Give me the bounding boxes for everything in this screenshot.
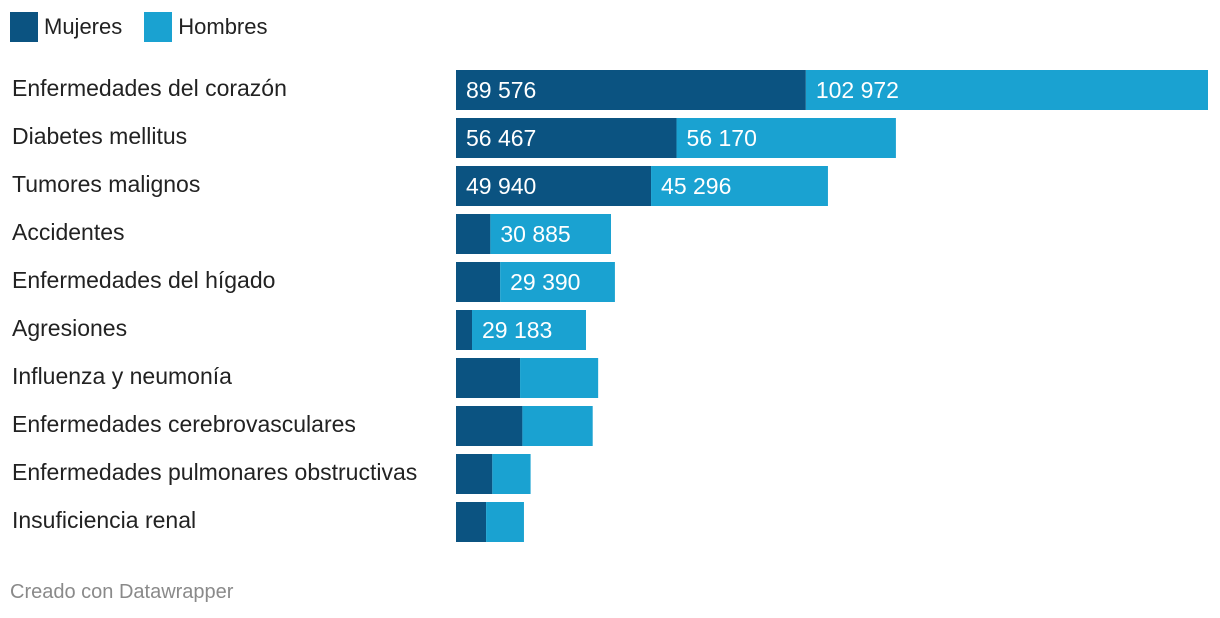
bar-hombres-influenza-y-neumonia [520,358,599,398]
value-label-mujeres-enfermedades-del-corazon: 89 576 [466,77,536,103]
value-label-hombres-enfermedades-del-higado: 29 390 [510,269,580,295]
value-label-mujeres-diabetes-mellitus: 56 467 [466,125,536,151]
bar-hombres-tumores-malignos [651,166,828,206]
value-label-hombres-agresiones: 29 183 [482,317,552,343]
legend: Mujeres Hombres [10,12,290,42]
bar-mujeres-enfermedades-pulmonares-obstructivas [456,454,493,494]
legend-label-mujeres: Mujeres [44,14,123,39]
category-label-enfermedades-del-higado: Enfermedades del hígado [12,267,275,293]
bar-hombres-enfermedades-del-corazon [805,70,1208,110]
value-label-hombres-accidentes: 30 885 [500,221,570,247]
legend-label-hombres: Hombres [178,14,268,39]
bar-mujeres-influenza-y-neumonia [456,358,521,398]
value-label-hombres-diabetes-mellitus: 56 170 [687,125,757,151]
legend-item-hombres: Hombres [144,12,268,42]
category-label-diabetes-mellitus: Diabetes mellitus [12,123,187,149]
bar-hombres-enfermedades-del-higado [500,262,615,302]
bar-mujeres-tumores-malignos [456,166,652,206]
bar-hombres-accidentes [490,214,611,254]
category-label-enfermedades-cerebrovasculares: Enfermedades cerebrovasculares [12,411,356,437]
bar-hombres-diabetes-mellitus [676,118,896,158]
bar-hombres-enfermedades-cerebrovasculares [522,406,593,446]
category-label-agresiones: Agresiones [12,315,127,341]
category-label-accidentes: Accidentes [12,219,125,245]
bar-mujeres-diabetes-mellitus [456,118,677,158]
bar-hombres-agresiones [472,310,586,350]
legend-item-mujeres: Mujeres [10,12,122,42]
bar-mujeres-agresiones [456,310,473,350]
bar-mujeres-insuficiencia-renal [456,502,487,542]
bar-hombres-insuficiencia-renal [486,502,524,542]
bar-mujeres-enfermedades-cerebrovasculares [456,406,523,446]
bar-mujeres-enfermedades-del-higado [456,262,501,302]
value-label-hombres-enfermedades-del-corazon: 102 972 [816,77,899,103]
category-label-enfermedades-del-corazon: Enfermedades del corazón [12,75,287,101]
bar-mujeres-accidentes [456,214,491,254]
category-label-insuficiencia-renal: Insuficiencia renal [12,507,196,533]
category-label-enfermedades-pulmonares-obstructivas: Enfermedades pulmonares obstructivas [12,459,417,485]
bar-hombres-enfermedades-pulmonares-obstructivas [492,454,531,494]
category-label-tumores-malignos: Tumores malignos [12,171,200,197]
bar-mujeres-enfermedades-del-corazon [456,70,806,110]
category-label-influenza-y-neumonia: Influenza y neumonía [12,363,232,389]
value-label-mujeres-tumores-malignos: 49 940 [466,173,536,199]
legend-swatch-hombres [144,12,173,42]
value-label-hombres-tumores-malignos: 45 296 [661,173,731,199]
legend-swatch-mujeres [10,12,38,42]
footer-credit: Creado con Datawrapper [10,581,234,603]
